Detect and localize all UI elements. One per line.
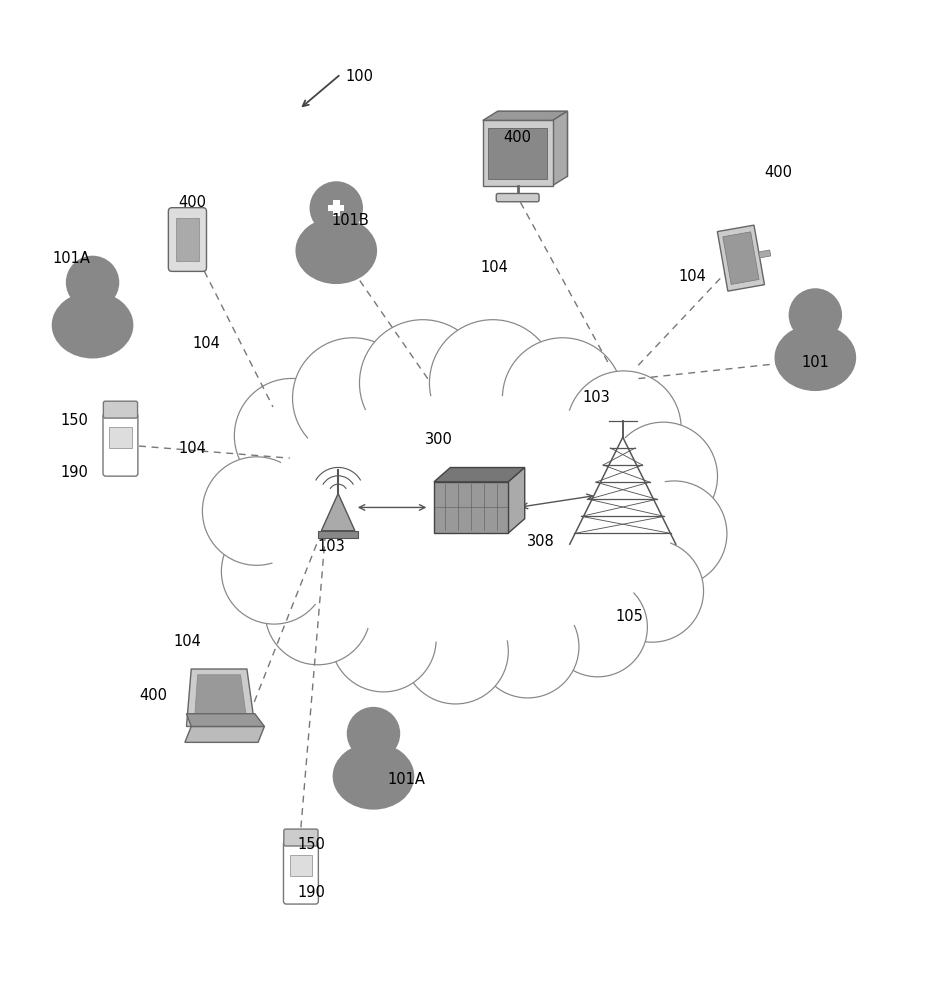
Ellipse shape (258, 394, 675, 643)
Bar (175, 218, 199, 261)
Text: 308: 308 (527, 534, 555, 549)
Polygon shape (759, 250, 771, 258)
Circle shape (609, 422, 717, 531)
Text: 400: 400 (139, 688, 167, 703)
Ellipse shape (320, 219, 353, 241)
Circle shape (359, 320, 486, 446)
FancyBboxPatch shape (496, 193, 539, 202)
Text: 101: 101 (801, 355, 829, 370)
Circle shape (621, 481, 727, 586)
Bar (109, 427, 132, 448)
Bar (328, 205, 344, 211)
Polygon shape (482, 111, 567, 120)
Circle shape (502, 338, 623, 458)
Text: 190: 190 (60, 465, 88, 480)
Text: 101A: 101A (387, 772, 425, 787)
Text: 104: 104 (178, 441, 206, 456)
Ellipse shape (356, 745, 390, 767)
Polygon shape (194, 675, 247, 721)
Circle shape (221, 519, 327, 624)
FancyBboxPatch shape (104, 401, 137, 418)
Ellipse shape (248, 383, 685, 654)
Ellipse shape (51, 292, 133, 358)
Text: 103: 103 (317, 539, 345, 554)
Text: 104: 104 (480, 260, 508, 275)
Text: 100: 100 (345, 69, 373, 84)
Text: 400: 400 (504, 130, 532, 145)
Polygon shape (187, 669, 255, 726)
Circle shape (429, 320, 556, 446)
Bar (434, 482, 508, 533)
Circle shape (347, 707, 400, 760)
Text: 190: 190 (298, 885, 325, 900)
Text: 101B: 101B (331, 213, 369, 228)
Text: 104: 104 (192, 336, 220, 351)
FancyBboxPatch shape (284, 829, 318, 846)
Ellipse shape (333, 743, 414, 810)
Polygon shape (497, 111, 567, 176)
Text: 104: 104 (174, 634, 202, 649)
Circle shape (788, 288, 842, 342)
Circle shape (330, 586, 436, 692)
Bar (482, 120, 552, 186)
Ellipse shape (799, 326, 832, 348)
FancyBboxPatch shape (168, 208, 206, 271)
Circle shape (477, 595, 579, 698)
Polygon shape (187, 714, 264, 726)
Ellipse shape (76, 294, 109, 316)
FancyBboxPatch shape (284, 841, 318, 904)
Text: 104: 104 (678, 269, 706, 284)
Text: 300: 300 (425, 432, 453, 447)
Circle shape (202, 457, 311, 565)
Circle shape (310, 181, 363, 235)
Ellipse shape (296, 217, 377, 284)
Polygon shape (723, 232, 759, 284)
Polygon shape (552, 111, 567, 186)
Polygon shape (717, 225, 764, 291)
Circle shape (566, 371, 681, 485)
Bar (333, 200, 340, 216)
Circle shape (66, 256, 119, 309)
Ellipse shape (774, 324, 856, 391)
Circle shape (265, 559, 370, 665)
Circle shape (234, 378, 349, 493)
Polygon shape (434, 468, 524, 482)
Polygon shape (185, 726, 264, 742)
Circle shape (548, 577, 648, 677)
FancyBboxPatch shape (103, 413, 138, 476)
Circle shape (601, 540, 703, 642)
Circle shape (403, 598, 508, 704)
Text: 101A: 101A (52, 251, 91, 266)
Text: 103: 103 (583, 390, 610, 405)
Bar (290, 855, 312, 876)
Polygon shape (321, 493, 355, 531)
Text: 400: 400 (764, 165, 792, 180)
Text: 150: 150 (298, 837, 325, 852)
Text: 150: 150 (60, 413, 88, 428)
Bar (318, 531, 358, 538)
Circle shape (293, 338, 413, 458)
Text: 400: 400 (178, 195, 206, 210)
Text: 105: 105 (616, 609, 643, 624)
Polygon shape (508, 468, 524, 533)
Bar (488, 128, 547, 179)
